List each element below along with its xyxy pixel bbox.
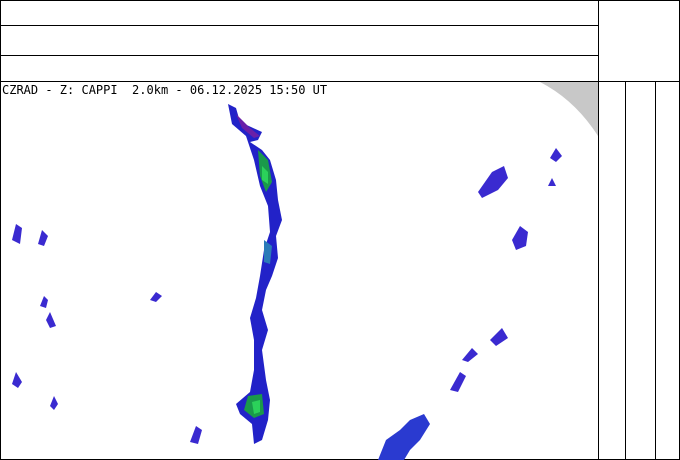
echo bbox=[228, 104, 282, 444]
echo bbox=[462, 348, 478, 362]
echo bbox=[40, 296, 48, 308]
echo bbox=[38, 230, 48, 246]
echo bbox=[548, 178, 556, 186]
echo bbox=[450, 372, 466, 392]
echo bbox=[12, 224, 22, 244]
echo bbox=[236, 114, 260, 138]
echo-core bbox=[264, 240, 272, 264]
radar-caption: CZRAD - Z: CAPPI 2.0km - 06.12.2025 15:5… bbox=[2, 83, 327, 97]
echo bbox=[490, 328, 508, 346]
radar-echoes bbox=[12, 104, 562, 460]
echo bbox=[512, 226, 528, 250]
echo bbox=[12, 372, 22, 388]
echo bbox=[150, 292, 162, 302]
echo bbox=[378, 414, 430, 460]
echo bbox=[46, 312, 56, 328]
echo-core bbox=[262, 166, 268, 184]
no-coverage-area bbox=[540, 82, 598, 136]
echo bbox=[190, 426, 202, 444]
echo bbox=[50, 396, 58, 410]
echo bbox=[478, 166, 508, 198]
echo bbox=[550, 148, 562, 162]
echo-core bbox=[252, 400, 260, 414]
